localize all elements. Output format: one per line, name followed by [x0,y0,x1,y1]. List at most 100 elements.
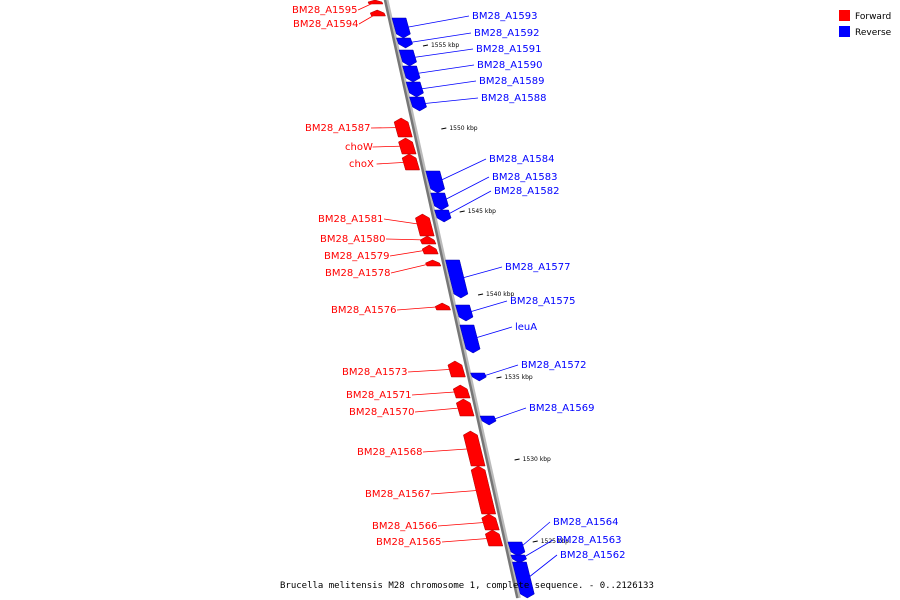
gene-label-leuA[interactable]: leuA [515,322,537,333]
gene-label-BM28_A1591[interactable]: BM28_A1591 [476,44,542,55]
gene-label-connector [437,521,491,527]
gene-label-connector [520,539,554,560]
gene-label-connector [414,407,466,413]
gene-BM28_A1575[interactable] [455,304,474,322]
gene-label-BM28_A1589[interactable]: BM28_A1589 [479,76,545,87]
gene-label-connector [390,262,434,274]
legend-forward-label: Forward [855,12,891,22]
gene-label-BM28_A1569[interactable]: BM28_A1569 [529,403,595,414]
gene-label-BM28_A1568[interactable]: BM28_A1568 [357,447,423,458]
gene-label-BM28_A1584[interactable]: BM28_A1584 [489,154,555,165]
gene-label-BM28_A1562[interactable]: BM28_A1562 [560,550,626,561]
gene-features [367,0,535,599]
gene-label-BM28_A1587[interactable]: BM28_A1587 [305,123,371,134]
gene-label-connector [409,48,474,59]
gene-label-BM28_A1592[interactable]: BM28_A1592 [474,28,540,39]
gene-label-BM28_A1594[interactable]: BM28_A1594 [293,19,359,30]
gene-label-connector [422,448,475,453]
gene-leuA[interactable] [459,324,481,354]
kbp-tick-label: 1550 kbp [449,125,477,132]
gene-BM28_A1577[interactable] [445,259,469,299]
gene-BM28_A1582[interactable] [434,209,452,223]
kbp-tick-mark [459,210,465,213]
gene-label-connector [437,158,487,183]
gene-label-connector [416,80,477,90]
gene-label-connector [407,368,457,373]
gene-label-connector [444,190,492,217]
gene-BM28_A1590[interactable] [402,65,421,83]
gene-BM28_A1562[interactable] [512,561,535,599]
gene-label-BM28_A1580[interactable]: BM28_A1580 [320,234,386,245]
gene-label-connector [480,364,519,378]
gene-label-BM28_A1563[interactable]: BM28_A1563 [556,535,622,546]
gene-label-BM28_A1578[interactable]: BM28_A1578 [325,268,391,279]
gene-label-connector [441,537,495,543]
kbp-tick-label: 1530 kbp [523,456,551,463]
gene-label-BM28_A1570[interactable]: BM28_A1570 [349,407,415,418]
gene-label-BM28_A1566[interactable]: BM28_A1566 [372,521,438,532]
gene-BM28_A1569[interactable] [479,415,497,426]
gene-label-BM28_A1576[interactable]: BM28_A1576 [331,305,397,316]
gene-BM28_A1584[interactable] [425,170,445,194]
gene-BM28_A1564[interactable] [507,541,526,557]
legend: Forward Reverse [839,10,892,38]
gene-label-BM28_A1593[interactable]: BM28_A1593 [472,11,538,22]
gene-BM28_A1563[interactable] [510,554,527,564]
gene-label-choW[interactable]: choW [345,142,373,153]
gene-BM28_A1581[interactable] [415,213,435,237]
backbone-axis [383,0,521,599]
kbp-tick-mark [422,44,429,47]
gene-label-BM28_A1573[interactable]: BM28_A1573 [342,367,408,378]
gene-BM28_A1571[interactable] [452,384,471,399]
gene-label-connector [471,326,513,340]
gene-BM28_A1572[interactable] [470,372,487,382]
gene-label-BM28_A1565[interactable]: BM28_A1565 [376,537,442,548]
kbp-tick-mark [477,293,484,296]
gene-BM28_A1583[interactable] [430,192,449,211]
gene-label-connector [385,238,429,241]
gene-label-connector [441,176,490,202]
gene-label-BM28_A1588[interactable]: BM28_A1588 [481,93,547,104]
gene-label-connector [413,64,475,75]
gene-label-connector [466,300,508,314]
kbp-tick-mark [496,376,502,379]
gene-label-choX[interactable]: choX [349,159,374,170]
kbp-tick-label: 1555 kbp [431,42,459,49]
gene-label-BM28_A1571[interactable]: BM28_A1571 [346,390,412,401]
gene-label-BM28_A1581[interactable]: BM28_A1581 [318,214,384,225]
gene-label-BM28_A1564[interactable]: BM28_A1564 [553,517,619,528]
gene-label-BM28_A1575[interactable]: BM28_A1575 [510,296,576,307]
gene-label-BM28_A1567[interactable]: BM28_A1567 [365,489,431,500]
gene-label-connector [525,554,558,581]
gene-label-connector [389,249,431,257]
gene-label-BM28_A1583[interactable]: BM28_A1583 [492,172,558,183]
legend-forward-swatch [839,10,850,21]
gene-label-connector [376,161,411,165]
gene-BM28_A1589[interactable] [405,81,424,98]
kbp-tick-label: 1535 kbp [504,374,532,381]
gene-label-connector [357,1,376,11]
gene-BM28_A1593[interactable] [391,17,411,39]
gene-label-BM28_A1582[interactable]: BM28_A1582 [494,186,560,197]
gene-BM28_A1588[interactable] [409,96,427,112]
gene-BM28_A1591[interactable] [398,49,417,67]
gene-label-BM28_A1577[interactable]: BM28_A1577 [505,262,571,273]
kbp-ticks: 1555 kbp 1550 kbp 1545 kbp 1540 kbp 1535 kbp… [422,42,569,545]
kbp-tick-label: 1545 kbp [468,208,496,215]
kbp-tick-mark [441,127,447,130]
gene-BM28_A1595[interactable] [367,0,384,5]
gene-label-BM28_A1579[interactable]: BM28_A1579 [324,251,390,262]
legend-reverse-label: Reverse [855,28,892,38]
gene-label-BM28_A1590[interactable]: BM28_A1590 [477,60,543,71]
gene-BM28_A1570[interactable] [456,398,475,417]
backbone-line [383,0,519,599]
gene-label-connector [383,218,425,226]
gene-BM28_A1592[interactable] [396,37,413,49]
gene-label-BM28_A1572[interactable]: BM28_A1572 [521,360,587,371]
kbp-tick-mark [532,540,538,543]
gene-label-connector [411,391,462,396]
gene-BM28_A1576[interactable] [434,302,451,311]
gene-label-BM28_A1595[interactable]: BM28_A1595 [292,5,358,16]
legend-reverse-swatch [839,26,850,37]
